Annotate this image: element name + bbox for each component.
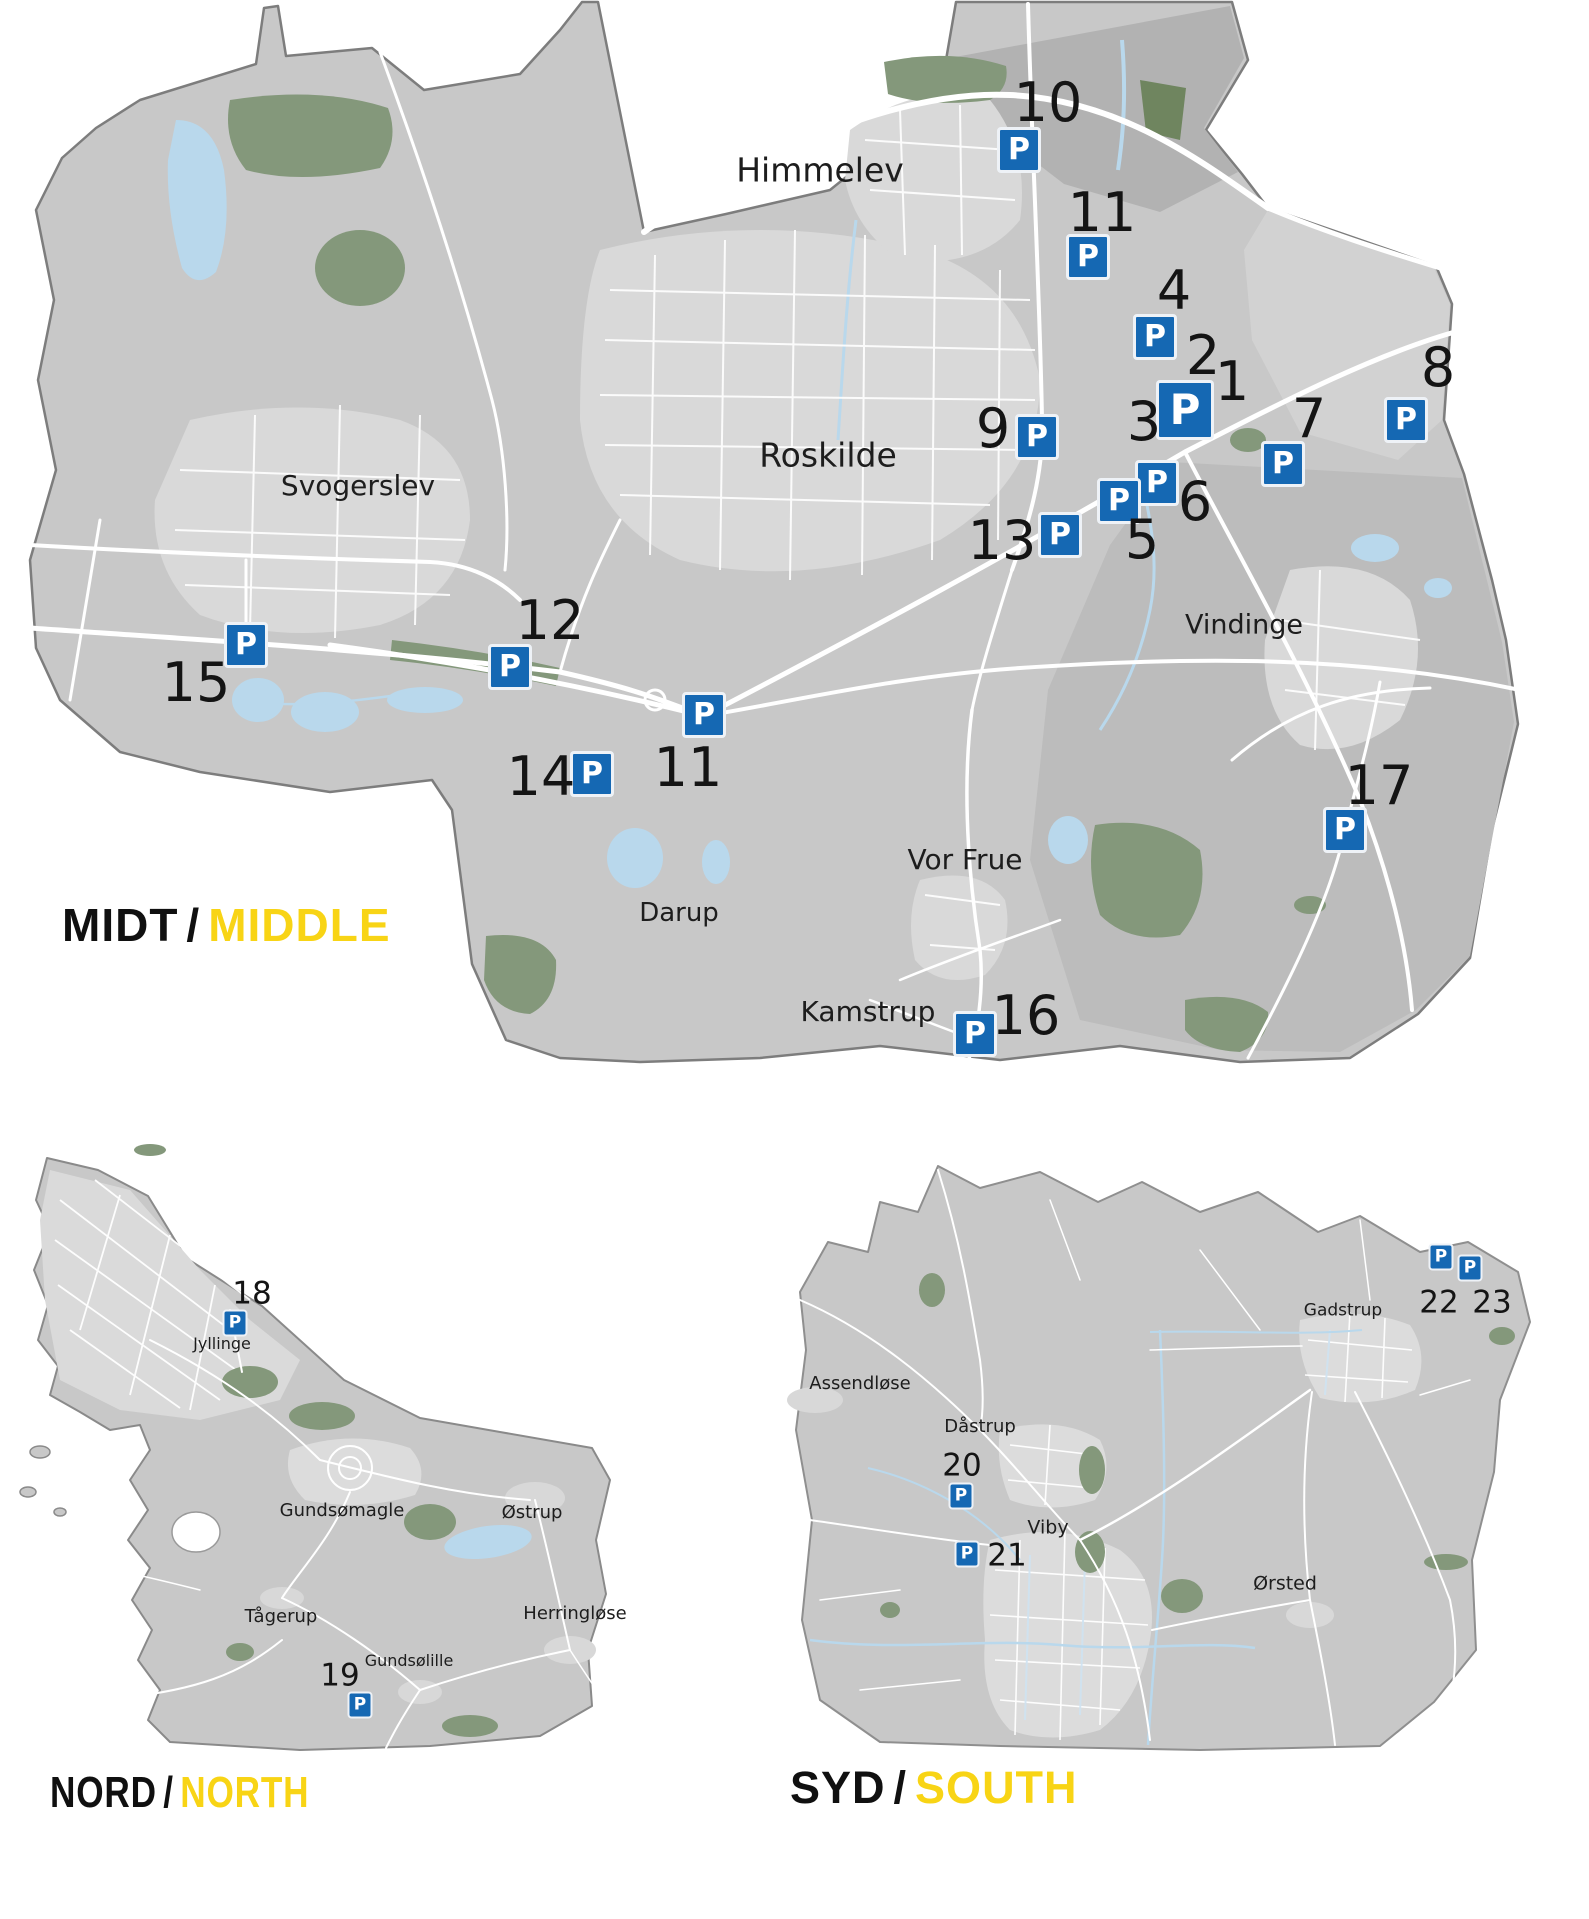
parking-marker-8[interactable]: P xyxy=(1384,397,1428,443)
parking-marker-12[interactable]: P xyxy=(488,644,532,690)
parking-marker-13[interactable]: P xyxy=(1038,512,1082,558)
parking-marker-23[interactable]: P xyxy=(1457,1254,1483,1282)
parking-marker-19[interactable]: P xyxy=(347,1691,373,1719)
section-syd-en: SOUTH xyxy=(915,1762,1078,1813)
parking-marker-18[interactable]: P xyxy=(222,1309,248,1337)
parking-marker-9[interactable]: P xyxy=(1015,414,1059,460)
parking-marker-16[interactable]: P xyxy=(953,1011,997,1057)
section-nord-da: NORD xyxy=(50,1768,157,1817)
syd-map-shape xyxy=(787,1165,1531,1751)
parking-marker-20[interactable]: P xyxy=(948,1482,974,1510)
parking-marker-11[interactable]: P xyxy=(682,692,726,738)
parking-marker-17[interactable]: P xyxy=(1323,807,1367,853)
parking-marker-22[interactable]: P xyxy=(1428,1243,1454,1271)
section-syd-da: SYD xyxy=(790,1762,886,1813)
section-label-syd: SYD / SOUTH xyxy=(790,1762,1078,1814)
parking-marker-4[interactable]: P xyxy=(1133,314,1177,360)
parking-marker-1[interactable]: P xyxy=(1156,380,1214,440)
section-label-nord: NORD / NORTH xyxy=(50,1768,309,1818)
nord-map-shape xyxy=(19,1144,611,1751)
parking-marker-7[interactable]: P xyxy=(1261,441,1305,487)
section-label-midt: MIDT / MIDDLE xyxy=(62,898,391,952)
parking-marker-21[interactable]: P xyxy=(954,1540,980,1568)
parking-marker-15[interactable]: P xyxy=(224,622,268,668)
parking-marker-6[interactable]: P xyxy=(1135,460,1179,506)
section-nord-en: NORTH xyxy=(180,1768,310,1817)
section-midt-da: MIDT xyxy=(62,899,179,951)
parking-marker-10[interactable]: P xyxy=(997,127,1041,173)
section-nord-slash: / xyxy=(163,1768,174,1817)
section-midt-slash: / xyxy=(186,899,201,951)
parking-marker-14[interactable]: P xyxy=(570,751,614,797)
section-syd-slash: / xyxy=(893,1762,908,1813)
parking-marker-11[interactable]: P xyxy=(1066,234,1110,280)
parking-marker-5[interactable]: P xyxy=(1097,478,1141,524)
section-midt-en: MIDDLE xyxy=(208,899,391,951)
